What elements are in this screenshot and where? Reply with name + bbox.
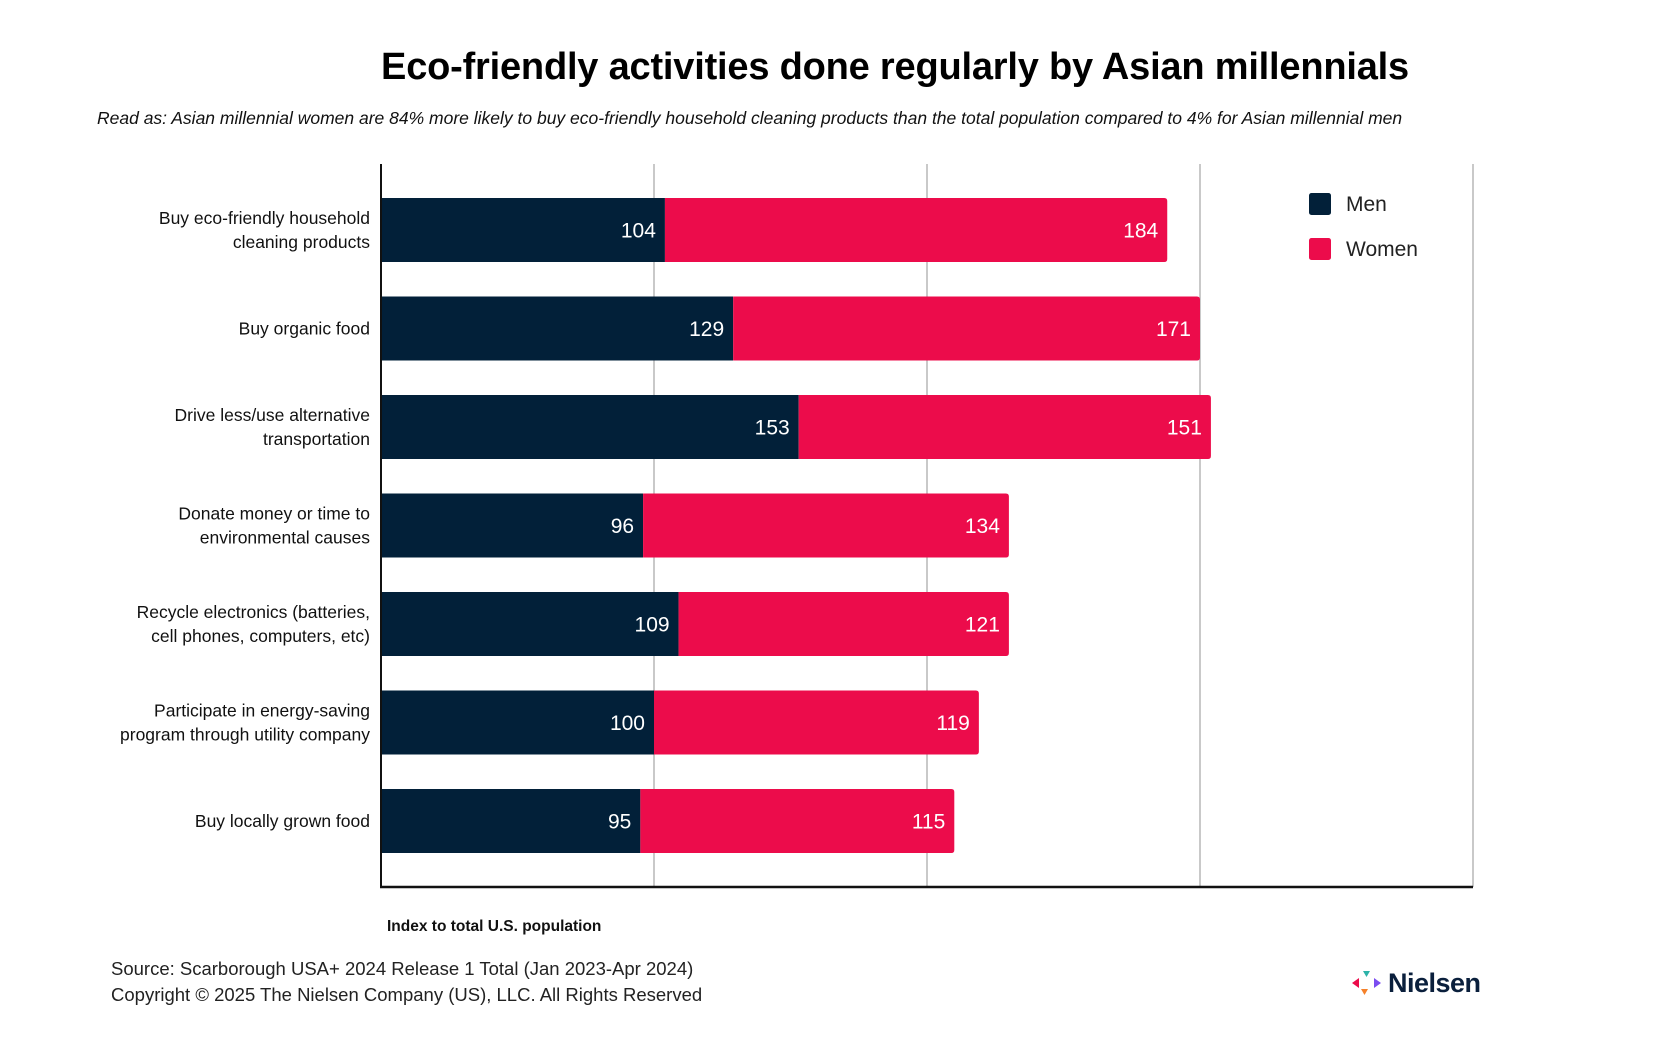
data-label-women: 151	[1167, 417, 1202, 440]
data-label-women: 171	[1156, 318, 1191, 341]
data-label-men: 153	[755, 417, 790, 440]
legend-swatch-men	[1309, 193, 1331, 215]
legend: Men Women	[1309, 193, 1418, 261]
bars: 104 184 129 171 153 151 96 134 109 121 100 119 95 115	[381, 198, 1211, 853]
category-label: Buy locally grown food	[195, 811, 370, 831]
category-label: program through utility company	[120, 725, 370, 745]
data-label-men: 95	[608, 811, 631, 834]
category-label: Participate in energy-saving	[154, 701, 370, 721]
logo-triangle	[1352, 978, 1359, 988]
category-label: Buy organic food	[239, 319, 370, 339]
bar-women	[678, 592, 1009, 656]
data-label-women: 184	[1123, 220, 1158, 243]
bar-men	[381, 690, 654, 755]
bar-men	[381, 493, 644, 558]
source-note: Source: Scarborough USA+ 2024 Release 1 …	[111, 958, 694, 979]
data-label-men: 96	[611, 515, 634, 538]
data-label-women: 119	[936, 712, 969, 735]
data-label-men: 129	[689, 318, 724, 341]
data-label-women: 134	[965, 515, 1000, 538]
data-label-men: 104	[621, 220, 656, 243]
category-label: cleaning products	[233, 232, 370, 252]
data-label-women: 115	[912, 811, 945, 834]
bar-men	[381, 198, 665, 262]
axes	[380, 164, 1473, 889]
data-label-men: 109	[635, 614, 670, 637]
bar-women	[640, 789, 955, 853]
data-label-men: 100	[610, 712, 645, 735]
bar-women	[643, 493, 1009, 558]
nielsen-logo-mark-icon	[1352, 971, 1381, 995]
logo-triangle	[1374, 978, 1381, 988]
logo-triangle	[1363, 971, 1370, 977]
logo-triangle	[1361, 989, 1368, 995]
bar-men	[381, 789, 641, 853]
category-label: environmental causes	[200, 528, 370, 548]
category-labels: Buy eco-friendly household cleaning produ…	[120, 208, 370, 831]
category-label: Drive less/use alternative	[175, 405, 371, 425]
category-label: Recycle electronics (batteries,	[137, 602, 370, 622]
category-label: Buy eco-friendly household	[159, 208, 370, 228]
x-axis-label: Index to total U.S. population	[387, 918, 602, 935]
legend-swatch-women	[1309, 238, 1331, 260]
copyright-note: Copyright © 2025 The Nielsen Company (US…	[111, 984, 703, 1005]
bar-men	[381, 296, 734, 361]
legend-label-women: Women	[1346, 238, 1418, 261]
bar-men	[381, 395, 799, 459]
category-label: Donate money or time to	[178, 504, 370, 524]
bar-women	[654, 690, 979, 755]
chart-title: Eco-friendly activities done regularly b…	[381, 46, 1409, 88]
nielsen-logo: Nielsen	[1350, 968, 1481, 998]
legend-label-men: Men	[1346, 193, 1387, 216]
category-label: transportation	[263, 429, 370, 449]
bar-women	[733, 296, 1200, 361]
bar-men	[381, 592, 679, 656]
category-label: cell phones, computers, etc)	[151, 626, 370, 646]
nielsen-logo-text: Nielsen	[1388, 967, 1481, 998]
chart-subtitle: Read as: Asian millennial women are 84% …	[97, 108, 1403, 128]
bar-women	[664, 198, 1168, 262]
data-label-women: 121	[965, 614, 1000, 637]
bar-women	[798, 395, 1211, 459]
